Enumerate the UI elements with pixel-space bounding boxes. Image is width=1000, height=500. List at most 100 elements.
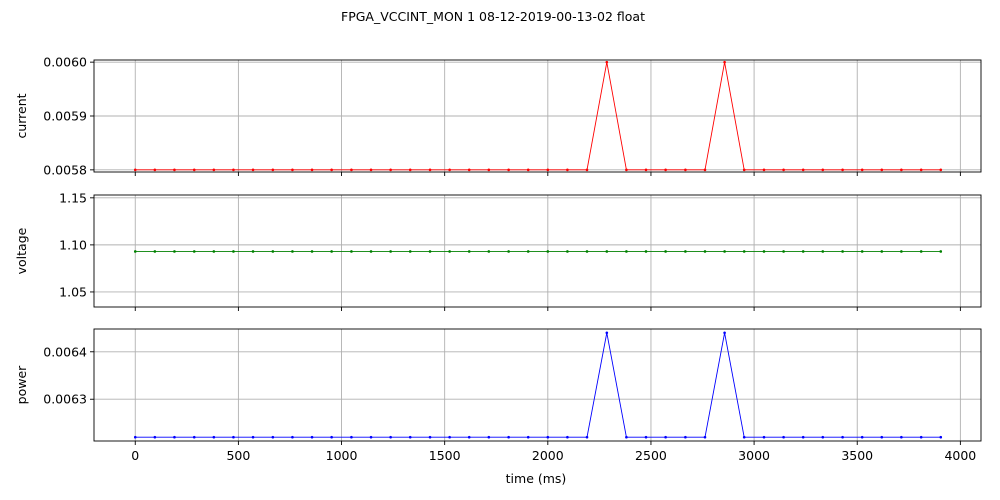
data-point-power [468,436,471,439]
panel-current: 0.0058 0.0059 0.0060 current [14,55,981,178]
data-point-voltage [566,250,569,253]
data-point-current [664,169,667,172]
data-point-voltage [704,250,707,253]
data-point-power [920,436,923,439]
data-point-current [782,169,785,172]
data-point-voltage [723,250,726,253]
data-point-power [861,436,864,439]
y-tick-label: 0.0064 [43,344,87,359]
data-point-power [880,436,883,439]
data-point-power [311,436,314,439]
data-point-current [802,169,805,172]
data-point-voltage [743,250,746,253]
data-point-voltage [821,250,824,253]
data-point-voltage [763,250,766,253]
data-point-power [291,436,294,439]
data-point-power [370,436,373,439]
data-point-current [900,169,903,172]
y-axis-label-power: power [14,365,29,404]
data-point-current [743,169,746,172]
data-point-voltage [861,250,864,253]
data-point-power [625,436,628,439]
data-point-power [547,436,550,439]
data-point-power [409,436,412,439]
x-tick-label: 2500 [635,448,667,463]
y-tick-label: 1.15 [59,190,87,205]
data-point-voltage [841,250,844,253]
data-point-voltage [468,250,471,253]
x-tick-label: 1000 [326,448,358,463]
data-point-voltage [782,250,785,253]
data-point-current [134,169,137,172]
data-point-current [272,169,275,172]
data-point-current [193,169,196,172]
data-point-current [213,169,216,172]
data-point-voltage [606,250,609,253]
chart-title: FPGA_VCCINT_MON 1 08-12-2019-00-13-02 fl… [341,9,645,24]
data-point-power [723,331,726,334]
axes-frame [94,329,981,441]
data-point-voltage [429,250,432,253]
data-point-power [900,436,903,439]
data-point-current [763,169,766,172]
data-point-power [330,436,333,439]
data-point-power [154,436,157,439]
data-point-voltage [684,250,687,253]
data-point-power [252,436,255,439]
data-point-power [645,436,648,439]
data-point-voltage [900,250,903,253]
data-point-current [723,61,726,64]
data-point-voltage [350,250,353,253]
data-point-voltage [193,250,196,253]
data-point-voltage [330,250,333,253]
data-point-power [173,436,176,439]
y-axis-label-current: current [14,93,29,138]
data-point-current [586,169,589,172]
data-point-current [154,169,157,172]
data-point-power [389,436,392,439]
data-point-voltage [389,250,392,253]
data-point-power [763,436,766,439]
data-point-current [350,169,353,172]
data-point-voltage [252,250,255,253]
data-point-voltage [664,250,667,253]
data-point-power [821,436,824,439]
data-point-current [232,169,235,172]
data-point-current [252,169,255,172]
data-point-power [232,436,235,439]
panel-power: 0 500 1000 1500 2000 2500 3000 3500 4000 0.0063 0.… [14,329,981,463]
data-point-voltage [448,250,451,253]
data-point-power [566,436,569,439]
data-point-voltage [645,250,648,253]
x-tick-label: 0 [131,448,139,463]
data-point-voltage [880,250,883,253]
data-point-voltage [939,250,942,253]
data-point-voltage [134,250,137,253]
x-tick-label: 3500 [841,448,873,463]
data-point-power [350,436,353,439]
data-point-current [841,169,844,172]
data-point-power [448,436,451,439]
data-point-current [488,169,491,172]
y-tick-label: 1.10 [59,237,87,252]
data-point-voltage [370,250,373,253]
data-point-voltage [802,250,805,253]
data-point-power [684,436,687,439]
data-point-voltage [311,250,314,253]
x-tick-label: 500 [226,448,250,463]
data-point-current [606,61,609,64]
data-point-current [389,169,392,172]
data-point-voltage [213,250,216,253]
data-point-voltage [291,250,294,253]
x-tick-label: 1500 [429,448,461,463]
data-point-current [330,169,333,172]
data-point-voltage [154,250,157,253]
data-point-current [527,169,530,172]
data-point-current [625,169,628,172]
x-tick-label: 2000 [532,448,564,463]
x-tick-label: 3000 [738,448,770,463]
data-point-voltage [625,250,628,253]
data-point-power [488,436,491,439]
series-line-power [135,333,941,437]
y-axis-label-voltage: voltage [14,227,29,274]
